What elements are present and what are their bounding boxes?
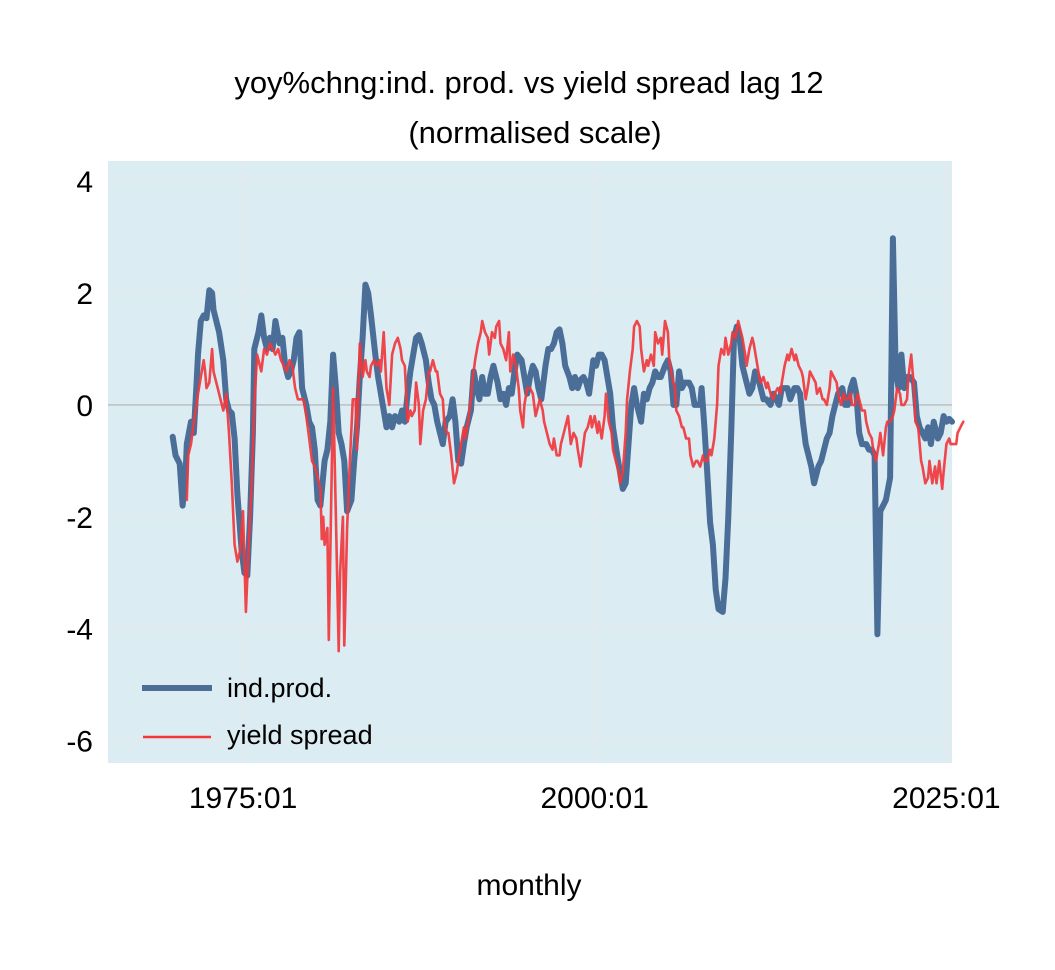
legend-label-yield-spread: yield spread <box>227 720 373 750</box>
y-tick-label: 4 <box>76 166 93 199</box>
y-axis-ticks: 4 2 0 -2 -4 -6 <box>66 166 93 758</box>
x-tick-label: 2000:01 <box>540 782 648 815</box>
series-layer <box>169 235 965 653</box>
x-axis-label: monthly <box>476 869 581 902</box>
x-axis-ticks: 1975:01 2000:01 2025:01 <box>189 782 1001 815</box>
chart-subtitle: (normalised scale) <box>408 115 661 150</box>
y-tick-label: 0 <box>76 390 93 423</box>
y-tick-label: -2 <box>66 502 93 535</box>
series-line-yield-spread <box>185 319 965 653</box>
x-tick-label: 1975:01 <box>189 782 297 815</box>
chart-title: yoy%chng:ind. prod. vs yield spread lag … <box>234 65 823 100</box>
y-tick-label: -6 <box>66 726 93 759</box>
legend-label-ind-prod: ind.prod. <box>227 673 332 703</box>
y-tick-label: 2 <box>76 278 93 311</box>
x-tick-label: 2025:01 <box>892 782 1000 815</box>
series-line-ind-prod <box>169 235 955 638</box>
legend: ind.prod. yield spread <box>142 673 373 750</box>
y-tick-label: -4 <box>66 614 93 647</box>
